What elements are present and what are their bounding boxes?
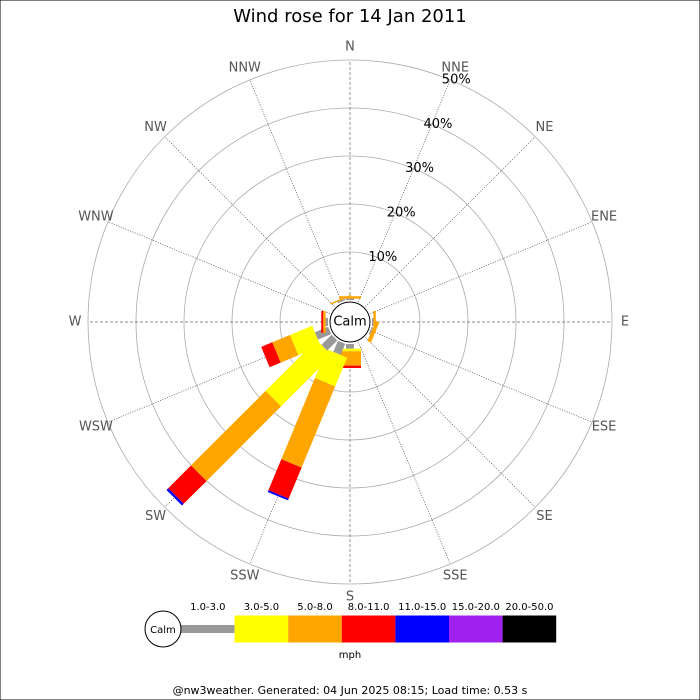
footer: @nw3weather. Generated: 04 Jun 2025 08:1… <box>173 684 528 697</box>
rose-segment <box>372 318 374 326</box>
rose-segment <box>314 326 332 340</box>
rose-segment <box>281 378 336 468</box>
direction-line <box>249 79 342 302</box>
rose-segment <box>166 488 184 506</box>
legend-label: 3.0-5.0 <box>244 602 279 613</box>
direction-line <box>370 221 593 314</box>
direction-label: W <box>69 315 82 330</box>
rose-segment <box>321 311 324 333</box>
rose-segment <box>337 298 346 304</box>
rose-segment <box>323 311 326 333</box>
legend-swatch <box>502 615 557 643</box>
calm-label: Calm <box>333 315 366 330</box>
direction-label: ENE <box>591 209 617 224</box>
legend-label: 20.0-50.0 <box>505 602 553 613</box>
grid-circle <box>183 155 517 489</box>
rose-segment <box>261 342 281 368</box>
direction-label: SSE <box>443 569 468 584</box>
r-tick-label: 30% <box>405 161 434 176</box>
direction-line <box>107 221 330 314</box>
legend-label: 5.0-8.0 <box>297 602 332 613</box>
legend-swatch <box>341 615 396 643</box>
rose-segment <box>290 325 321 356</box>
legend-calm-circle <box>144 610 182 648</box>
rose-segment <box>190 390 282 482</box>
rose-segment <box>339 348 361 352</box>
legend-swatch <box>395 615 449 643</box>
rose-segment <box>333 340 346 355</box>
direction-label: NNE <box>441 60 469 75</box>
rose-segment <box>321 334 338 351</box>
legend-label: 1.0-3.0 <box>190 602 225 613</box>
r-tick-label: 50% <box>442 72 471 87</box>
legend-unit: mph <box>339 650 361 661</box>
direction-label: NE <box>535 120 553 135</box>
rose-segment <box>330 294 352 305</box>
rose-segment <box>168 465 207 504</box>
rose-segment <box>265 340 332 407</box>
direction-line <box>365 337 536 508</box>
direction-line <box>370 330 593 423</box>
rose-segment <box>346 344 354 349</box>
legend-swatch <box>449 615 503 643</box>
r-tick-label: 40% <box>423 117 452 132</box>
direction-line <box>358 79 451 302</box>
direction-line <box>365 136 536 307</box>
direction-line <box>358 342 451 565</box>
rose-segment <box>367 320 380 343</box>
legend-label: 15.0-20.0 <box>452 602 500 613</box>
legend-swatch <box>234 615 289 643</box>
legend-label: 8.0-11.0 <box>348 602 390 613</box>
legend-swatch <box>288 615 342 643</box>
direction-label: SSW <box>230 569 260 584</box>
direction-label: SW <box>145 509 166 524</box>
r-tick-label: 10% <box>368 250 397 265</box>
direction-line <box>164 136 335 307</box>
rose-segment <box>346 298 354 300</box>
legend-calm-label: Calm <box>150 625 176 636</box>
direction-label: SE <box>536 509 552 524</box>
legend-swatch <box>181 625 235 633</box>
rose-segment <box>325 318 328 326</box>
rose-segment <box>368 326 374 335</box>
direction-label: WNW <box>78 209 114 224</box>
rose-segment <box>267 490 289 501</box>
direction-label: N <box>345 40 355 55</box>
r-tick-label: 20% <box>387 205 416 220</box>
rose-segment <box>339 365 361 368</box>
direction-label: NNW <box>229 60 261 75</box>
rose-segment <box>272 335 299 363</box>
chart-title: Wind rose for 14 Jan 2011 <box>233 6 467 27</box>
calm-circle <box>329 301 371 343</box>
direction-label: NW <box>144 120 167 135</box>
grid-circle <box>87 59 613 585</box>
direction-label: WSW <box>79 420 113 435</box>
direction-label: ESE <box>592 420 617 435</box>
legend-label: 11.0-15.0 <box>398 602 446 613</box>
direction-label: E <box>621 315 629 330</box>
rose-segment <box>268 459 302 499</box>
direction-label: S <box>346 590 354 605</box>
